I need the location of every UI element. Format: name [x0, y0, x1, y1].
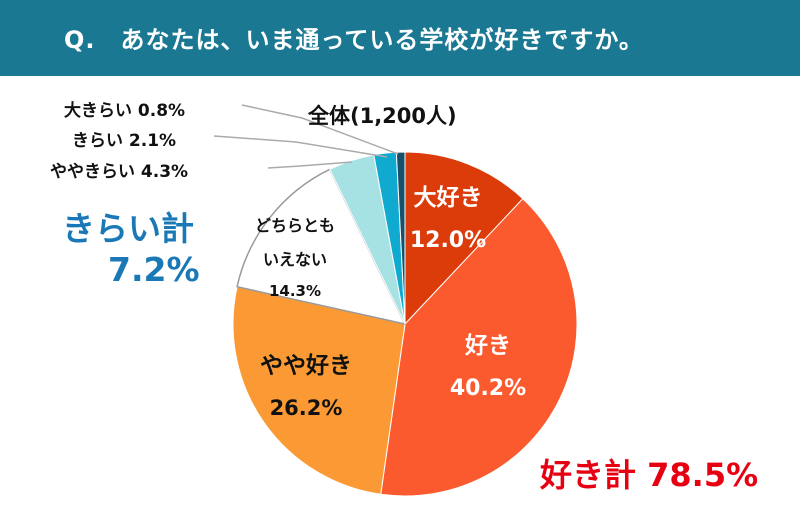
label-daisuki-value: 12.0%: [409, 228, 487, 253]
label-dochira-line2: いえない: [262, 250, 328, 269]
pie-slice-yayasuki: [232, 286, 406, 495]
question-text: Q. あなたは、いま通っている学校が好きですか。: [64, 26, 644, 54]
label-daikirai: 大きらい 0.8%: [64, 101, 186, 121]
label-suki-value: 40.2%: [449, 376, 527, 401]
pie-slice-dochira: [236, 168, 407, 326]
label-yayasuki-value: 26.2%: [269, 396, 343, 420]
total-label: 全体(1,200人): [308, 104, 457, 128]
label-suki-name: 好き: [465, 333, 511, 359]
leader-line-yayakirai: [267, 161, 353, 169]
label-kirai: きらい 2.1%: [72, 131, 177, 151]
dislike-total-label: きらい計: [62, 209, 194, 248]
label-yayakirai: ややきらい 4.3%: [50, 162, 189, 182]
label-daisuki-name: 大好き: [413, 185, 483, 211]
pie-chart: [213, 104, 578, 497]
label-dochira-line1: どちらとも: [254, 216, 336, 235]
label-yayasuki-name: やや好き: [260, 353, 352, 379]
like-total: 好き計 78.5%: [540, 456, 759, 494]
question-banner: Q. あなたは、いま通っている学校が好きですか。: [0, 0, 800, 76]
label-dochira-value: 14.3%: [268, 282, 322, 300]
pie-slice-daikirai: [395, 151, 406, 325]
leader-line-kirai: [213, 135, 388, 158]
dislike-total-value: 7.2%: [108, 250, 200, 289]
pie-slice-suki: [380, 198, 578, 497]
pie-slice-daisuki: [404, 151, 524, 326]
leader-line-daikirai: [241, 104, 399, 155]
